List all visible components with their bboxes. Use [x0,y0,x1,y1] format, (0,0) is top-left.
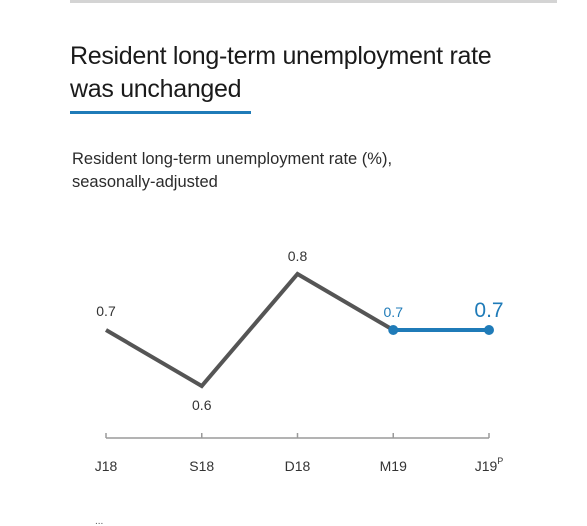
data-label-s18: 0.6 [192,397,212,413]
title-line-1: Resident long-term unemployment rate [70,42,492,70]
x-tick-label-d18: D18 [285,458,311,474]
data-label-j19: 0.7 [474,299,503,322]
data-label-d18: 0.8 [288,248,308,264]
x-tick-label-j18: J18 [95,458,118,474]
page-title: Resident long-term unemployment rate was… [70,40,550,106]
title-accent-underline [70,111,251,114]
x-tick-label-s18: S18 [189,458,214,474]
footnote: ... [95,516,104,526]
data-point-j19 [484,325,494,335]
title-line-2: was unchanged [70,75,242,103]
subtitle-line-1: Resident long-term unemployment rate (%)… [72,150,393,168]
x-tick-superscript: P [497,456,503,466]
data-point-m19 [388,325,399,335]
x-tick-label-j19: J19P [475,456,504,474]
x-tick-label-m19: M19 [380,458,407,474]
chart-subtitle: Resident long-term unemployment rate (%)… [72,148,552,194]
top-divider [70,0,557,3]
series-line-history [104,271,395,389]
data-label-m19: 0.7 [384,304,404,320]
subtitle-line-2: seasonally-adjusted [72,173,218,191]
data-label-j18: 0.7 [96,303,116,319]
